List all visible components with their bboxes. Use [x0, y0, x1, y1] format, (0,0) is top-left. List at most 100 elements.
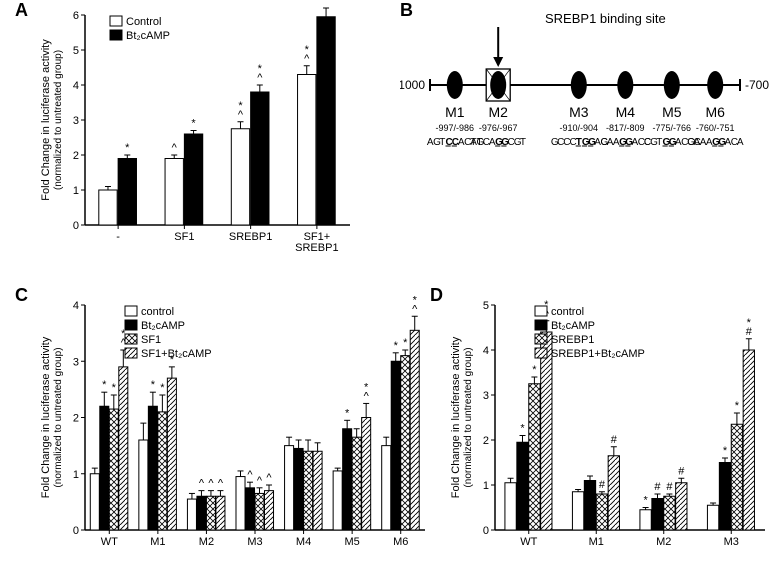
panel-c-label: C — [15, 285, 28, 306]
svg-text:4: 4 — [73, 300, 79, 312]
svg-text:#: # — [599, 479, 606, 491]
panel-b-diagram: SREBP1 binding site -1000 -700 M1 -997/-986 A… — [400, 5, 770, 205]
svg-text:0: 0 — [73, 525, 79, 537]
svg-text:Control: Control — [126, 16, 161, 28]
svg-text:Bt₂cAMP: Bt₂cAMP — [551, 320, 595, 332]
svg-text:1: 1 — [483, 480, 489, 492]
svg-text:T: T — [477, 137, 483, 148]
svg-text:^: ^ — [266, 472, 272, 484]
svg-text:5: 5 — [73, 45, 79, 57]
svg-text:2: 2 — [73, 413, 79, 425]
svg-text:M1: M1 — [445, 104, 465, 120]
svg-text:M6: M6 — [705, 104, 725, 120]
svg-text:SREBP1: SREBP1 — [551, 334, 594, 346]
svg-text:^: ^ — [172, 142, 178, 154]
svg-text:^: ^ — [323, 5, 329, 7]
svg-text:Fold Change in luciferase acti: Fold Change in luciferase activity(norma… — [40, 336, 64, 498]
svg-text:-817/-809: -817/-809 — [606, 123, 645, 133]
svg-text:*: * — [345, 407, 350, 419]
svg-text:M4: M4 — [616, 104, 636, 120]
svg-text:0: 0 — [73, 220, 79, 232]
svg-text:M5: M5 — [345, 536, 360, 548]
svg-text:-1000: -1000 — [400, 78, 425, 92]
svg-text:#: # — [654, 481, 661, 493]
svg-text:5: 5 — [483, 300, 489, 312]
panel-a-label: A — [15, 0, 28, 21]
svg-text:M3: M3 — [247, 536, 262, 548]
svg-text:#: # — [678, 465, 685, 477]
svg-text:Fold Change in luciferase acti: Fold Change in luciferase activity(norma… — [40, 39, 64, 201]
svg-text:^: ^ — [199, 478, 205, 490]
svg-text:SF1: SF1 — [141, 334, 161, 346]
svg-text:#: # — [611, 434, 618, 446]
svg-text:2: 2 — [483, 435, 489, 447]
svg-text:SF1+Bt₂cAMP: SF1+Bt₂cAMP — [141, 348, 212, 360]
svg-text:3: 3 — [483, 390, 489, 402]
svg-text:M1: M1 — [150, 536, 165, 548]
svg-text:-: - — [116, 231, 120, 243]
svg-text:SREBP1+Bt₂cAMP: SREBP1+Bt₂cAMP — [551, 348, 645, 360]
svg-text:Fold Change in luciferase acti: Fold Change in luciferase activity(norma… — [450, 336, 474, 498]
svg-text:*: * — [364, 381, 369, 393]
svg-text:M2: M2 — [656, 536, 671, 548]
svg-text:SF1: SF1 — [174, 231, 194, 243]
svg-text:M5: M5 — [662, 104, 682, 120]
svg-text:*: * — [238, 100, 243, 112]
panel-d-chart: 0 1 2 3 4 5 Fold Change in luciferase activity… — [440, 290, 770, 560]
svg-text:control: control — [141, 306, 174, 318]
svg-text:A: A — [737, 137, 744, 148]
svg-text:*: * — [747, 317, 752, 329]
svg-text:T: T — [439, 137, 445, 148]
svg-text:-976/-967: -976/-967 — [479, 123, 518, 133]
svg-text:4: 4 — [73, 80, 79, 92]
svg-text:M2: M2 — [488, 104, 508, 120]
svg-text:2: 2 — [73, 150, 79, 162]
svg-text:*: * — [258, 63, 263, 75]
svg-text:*: * — [735, 400, 740, 412]
svg-text:^: ^ — [247, 469, 253, 481]
svg-text:WT: WT — [101, 536, 118, 548]
svg-text:M4: M4 — [296, 536, 311, 548]
svg-text:T: T — [656, 137, 662, 148]
svg-text:#: # — [666, 481, 673, 493]
svg-text:*: * — [160, 382, 165, 394]
svg-text:*: * — [403, 337, 408, 349]
svg-text:3: 3 — [73, 356, 79, 368]
svg-text:SREBP1 binding site: SREBP1 binding site — [545, 11, 666, 26]
svg-text:*: * — [125, 142, 130, 154]
svg-text:^: ^ — [218, 478, 224, 490]
svg-text:*: * — [102, 379, 107, 391]
svg-text:-700: -700 — [745, 78, 769, 92]
svg-text:4: 4 — [483, 345, 489, 357]
svg-text:*: * — [394, 340, 399, 352]
svg-text:^: ^ — [208, 478, 214, 490]
svg-text:*: * — [643, 495, 648, 507]
svg-text:M2: M2 — [199, 536, 214, 548]
svg-text:^: ^ — [257, 475, 263, 487]
svg-text:Bt₂cAMP: Bt₂cAMP — [141, 320, 185, 332]
panel-a-chart: 0123456Fold Change in luciferase activit… — [30, 5, 360, 265]
svg-text:WT: WT — [520, 536, 537, 548]
svg-text:-760/-751: -760/-751 — [696, 123, 735, 133]
svg-text:M6: M6 — [393, 536, 408, 548]
svg-text:-997/-986: -997/-986 — [436, 123, 475, 133]
svg-text:*: * — [305, 44, 310, 56]
svg-text:M3: M3 — [569, 104, 589, 120]
svg-text:T: T — [520, 137, 526, 148]
svg-text:0: 0 — [483, 525, 489, 537]
svg-text:*: * — [532, 364, 537, 376]
svg-text:-775/-766: -775/-766 — [653, 123, 692, 133]
svg-text:3: 3 — [73, 115, 79, 127]
svg-text:*: * — [112, 382, 117, 394]
svg-text:1: 1 — [73, 185, 79, 197]
svg-text:Bt₂cAMP: Bt₂cAMP — [126, 30, 170, 42]
svg-text:M1: M1 — [589, 536, 604, 548]
svg-text:*: * — [151, 379, 156, 391]
svg-text:*: * — [413, 294, 418, 306]
svg-text:T: T — [470, 137, 476, 148]
svg-text:*: * — [723, 445, 728, 457]
svg-text:*: * — [191, 118, 196, 130]
svg-text:control: control — [551, 306, 584, 318]
svg-text:SREBP1: SREBP1 — [229, 231, 272, 243]
svg-text:SREBP1: SREBP1 — [295, 242, 338, 254]
